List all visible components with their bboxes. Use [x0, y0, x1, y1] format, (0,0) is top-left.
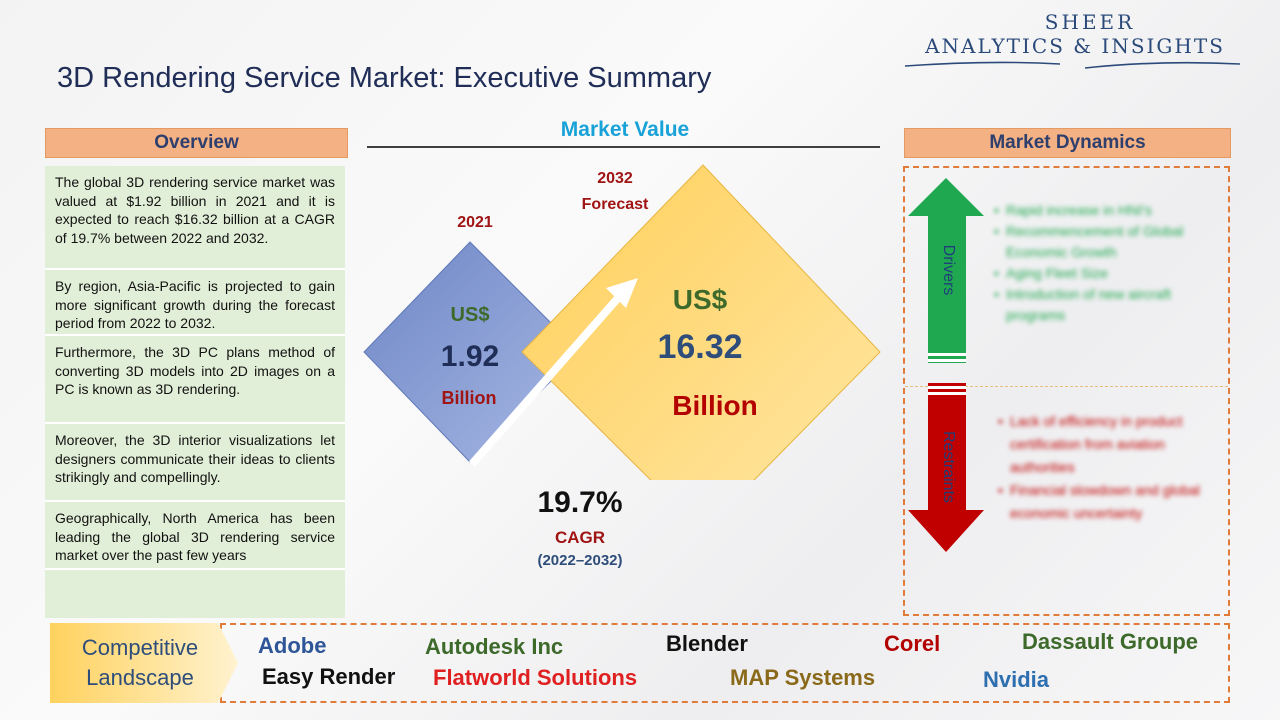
overview-item: By region, Asia-Pacific is projected to … — [45, 270, 345, 336]
company-autodesk: Autodesk Inc — [425, 634, 564, 659]
logo-swoosh-icon — [904, 61, 1241, 69]
restraint-item: Financial slowdown and global economic u… — [998, 479, 1213, 525]
company-adobe: Adobe — [258, 633, 327, 658]
company-dassault: Dassault Groupe — [1022, 629, 1199, 654]
driver-item: Introduction of new aircraft programs — [994, 284, 1204, 326]
overview-item: Furthermore, the 3D PC plans method of c… — [45, 336, 345, 424]
cagr-value: 19.7% — [537, 486, 623, 519]
drivers-list: Rapid increase in HNI's Recommencement o… — [994, 200, 1204, 326]
company-easy-render: Easy Render — [262, 664, 396, 689]
dynamics-heading: Market Dynamics — [904, 128, 1231, 158]
cagr-label: CAGR — [554, 528, 606, 547]
company-nvidia: Nvidia — [983, 667, 1050, 692]
currency-2032: US$ — [672, 284, 728, 315]
forecast-label: Forecast — [581, 196, 649, 213]
diamond-2032 — [521, 164, 881, 480]
year-2021-label: 2021 — [457, 214, 493, 231]
overview-item: The global 3D rendering service market w… — [45, 166, 345, 270]
drivers-label: Drivers — [940, 244, 957, 296]
market-value-diamonds — [363, 164, 881, 480]
brand-logo-top: SHEER — [1044, 10, 1136, 34]
currency-2021: US$ — [450, 304, 490, 326]
overview-item: Geographically, North America has been l… — [45, 502, 345, 570]
year-2032-label: 2032 — [597, 170, 633, 187]
overview-item: Moreover, the 3D interior visualizations… — [45, 424, 345, 502]
dynamics-panel — [903, 166, 1230, 616]
overview-panel: The global 3D rendering service market w… — [45, 166, 345, 618]
unit-2021: Billion — [441, 388, 497, 408]
driver-item: Aging Fleet Size — [994, 263, 1204, 284]
company-map-systems: MAP Systems — [730, 665, 876, 690]
competitive-arrow-icon — [50, 623, 238, 703]
growth-arrow-icon — [468, 295, 622, 467]
dynamics-divider — [905, 386, 1228, 387]
company-blender: Blender — [666, 631, 748, 656]
market-value-divider — [367, 146, 880, 148]
cagr-period: (2022–2032) — [537, 552, 623, 569]
brand-logo-bottom: ANALYTICS & INSIGHTS — [925, 34, 1225, 58]
company-flatworld: Flatworld Solutions — [433, 665, 638, 690]
market-value-heading: Market Value — [560, 118, 690, 141]
value-2032: 16.32 — [657, 328, 743, 366]
drivers-up-arrow-icon — [908, 178, 984, 363]
restraint-item: Lack of efficiency in product certificat… — [998, 410, 1213, 479]
driver-item: Rapid increase in HNI's — [994, 200, 1204, 221]
company-corel: Corel — [884, 631, 941, 656]
competitive-label-line1: Competitive — [81, 635, 199, 660]
restraints-list: Lack of efficiency in product certificat… — [998, 410, 1213, 525]
overview-heading: Overview — [45, 128, 348, 158]
unit-2032: Billion — [672, 390, 758, 421]
restraints-label: Restraints — [940, 430, 957, 504]
page-title: 3D Rendering Service Market: Executive S… — [57, 62, 712, 94]
competitive-label-line2: Landscape — [86, 665, 194, 690]
dynamics-arrows — [908, 178, 984, 552]
growth-arrowhead-icon — [606, 278, 638, 308]
competitive-label: Competitive Landscape — [60, 633, 220, 693]
driver-item: Recommencement of Global Economic Growth — [994, 221, 1204, 263]
value-2021: 1.92 — [440, 340, 500, 373]
restraints-down-arrow-icon — [908, 383, 984, 552]
